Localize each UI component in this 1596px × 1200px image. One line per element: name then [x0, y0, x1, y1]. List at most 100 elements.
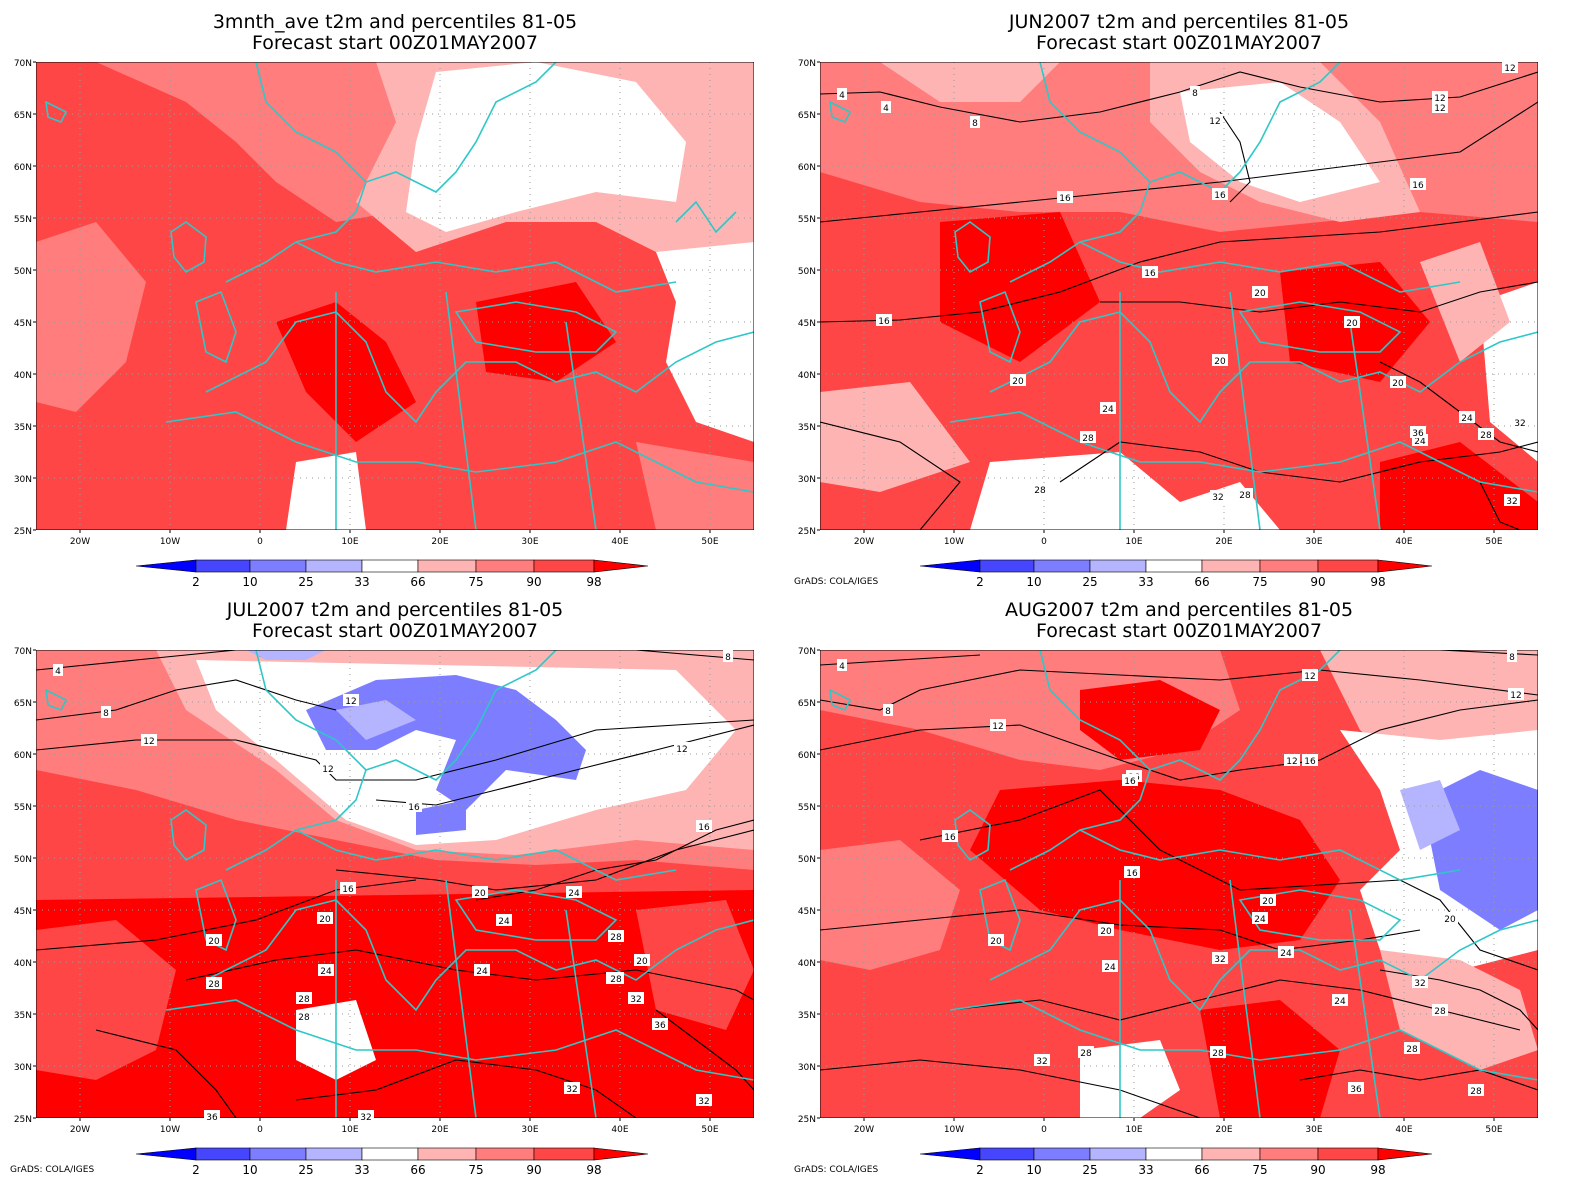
contour-label: 16 [1059, 194, 1071, 204]
lat-tick-label: 35N [798, 1011, 816, 1021]
contour-label: 24 [498, 917, 510, 927]
contour-label: 32 [698, 1097, 709, 1107]
contour-label-bg [1432, 91, 1448, 103]
panel-title-line1: JUN2007 t2m and percentiles 81-05 [1008, 11, 1349, 33]
colorbar-label: 33 [354, 575, 369, 589]
colorbar-swatch [979, 1147, 1035, 1161]
contour-label: 36 [654, 1021, 666, 1031]
contour-label-bg [1332, 994, 1348, 1006]
panel-title-line2: Forecast start 00Z01MAY2007 [1036, 32, 1322, 54]
percentile-region [36, 920, 176, 1080]
colorbar-swatch [1259, 1147, 1319, 1161]
colorbar-label: 98 [586, 1163, 601, 1177]
colorbar-swatch [1377, 1147, 1433, 1161]
contour-label-bg [1142, 266, 1158, 278]
colorbar-swatch [979, 559, 1035, 573]
contour-label-bg [318, 964, 334, 976]
contour-label-bg [472, 886, 488, 898]
coastline [45, 650, 754, 1118]
contour-label-bg [1432, 1004, 1448, 1016]
contour-label-bg [1078, 1046, 1094, 1058]
contour-label-bg [1507, 650, 1517, 662]
panel-title-line2: Forecast start 00Z01MAY2007 [252, 32, 538, 54]
contour-label-bg [988, 934, 1004, 946]
colorbar-label: 66 [410, 575, 425, 589]
contour-label-bg [1508, 688, 1524, 700]
colorbar-swatch [1259, 559, 1319, 573]
map-area [820, 650, 1538, 1118]
lat-tick-label: 40N [798, 371, 816, 381]
colorbar-label: 2 [192, 575, 200, 589]
contour-label-layer: 4881212121216161616162020202024242424282… [837, 650, 1524, 1097]
lat-tick-label: 65N [798, 699, 816, 709]
contour-label: 16 [1126, 869, 1138, 879]
colorbar-label: 25 [1082, 575, 1097, 589]
contour-label-bg [970, 116, 980, 128]
contour-label: 32 [1212, 493, 1223, 503]
contour-label: 12 [1504, 64, 1515, 74]
contour-label: 28 [610, 975, 622, 985]
colorbar-label: 2 [192, 1163, 200, 1177]
contour-label-bg [1032, 483, 1048, 495]
contour-label: 20 [1444, 915, 1456, 925]
contour-label: 24 [476, 967, 488, 977]
lat-tick-label: 50N [14, 855, 32, 865]
colorbar-swatch [1201, 1147, 1261, 1161]
graticule [36, 650, 754, 1118]
percentile-region [416, 800, 466, 835]
contour-label: 36 [1412, 429, 1424, 439]
colorbar-label: 2 [976, 575, 984, 589]
contour-label-bg [634, 954, 650, 966]
contour-label-bg [1504, 494, 1520, 506]
colorbar-swatch [593, 1147, 649, 1161]
axis-ticks: 70N 65N 60N 55N 50N 45N 40N 35N 30N 25N 20W 10W 0 10E… [14, 647, 719, 1135]
contour-label: 20 [1100, 927, 1112, 937]
lat-tick-label: 40N [14, 371, 32, 381]
lon-tick-label: 0 [1041, 1125, 1047, 1135]
colorbar-swatch [361, 1147, 419, 1161]
contour-label-bg [1412, 976, 1428, 988]
colorbar-swatch [1033, 559, 1091, 573]
contour-label: 36 [1350, 1085, 1362, 1095]
contour-label: 12 [676, 745, 687, 755]
contour-label-bg [1302, 669, 1318, 681]
contour-label: 16 [342, 885, 354, 895]
contour-label-bg [674, 742, 690, 754]
lat-tick-label: 25N [14, 1115, 32, 1125]
lon-tick-label: 20E [431, 537, 448, 547]
lon-tick-label: 20E [1215, 537, 1232, 547]
lon-tick-label: 10W [944, 537, 964, 547]
lat-tick-label: 70N [14, 59, 32, 69]
contour-label-bg [496, 914, 512, 926]
contour-label: 20 [1392, 379, 1404, 389]
contour-label-bg [1348, 1082, 1364, 1094]
contour-label: 32 [1214, 955, 1225, 965]
panel-3month-average: 3mnth_ave t2m and percentiles 81-05 Fore… [14, 11, 754, 589]
contour-label-bg [1210, 1046, 1226, 1058]
lat-tick-label: 55N [798, 215, 816, 225]
colorbar-label: 90 [526, 575, 541, 589]
lat-tick-label: 30N [14, 475, 32, 485]
contour-label: 12 [1304, 672, 1315, 682]
panel-title-line2: Forecast start 00Z01MAY2007 [252, 620, 538, 642]
lat-tick-label: 50N [798, 855, 816, 865]
lat-tick-label: 55N [798, 803, 816, 813]
contour-label-bg [1302, 754, 1318, 766]
contour-label: 20 [636, 957, 648, 967]
contour-label: 8 [1192, 89, 1198, 99]
colorbar-swatch [1089, 559, 1147, 573]
contour-label: 24 [1414, 437, 1426, 447]
contour-label: 16 [698, 823, 710, 833]
lat-tick-label: 25N [798, 1115, 816, 1125]
colorbar-label: 75 [1252, 1163, 1267, 1177]
contour-label-bg [1080, 431, 1096, 443]
credit-text: GrADS: COLA/IGES [10, 1165, 94, 1175]
contour-label: 12 [322, 765, 333, 775]
percentile-region [636, 900, 754, 1030]
percentile-region [1080, 1040, 1180, 1118]
contour-label: 20 [990, 937, 1002, 947]
contour-label-bg [1478, 428, 1494, 440]
contour-label: 16 [1412, 181, 1424, 191]
contour-label: 24 [1334, 997, 1346, 1007]
contour-label-bg [837, 88, 847, 100]
